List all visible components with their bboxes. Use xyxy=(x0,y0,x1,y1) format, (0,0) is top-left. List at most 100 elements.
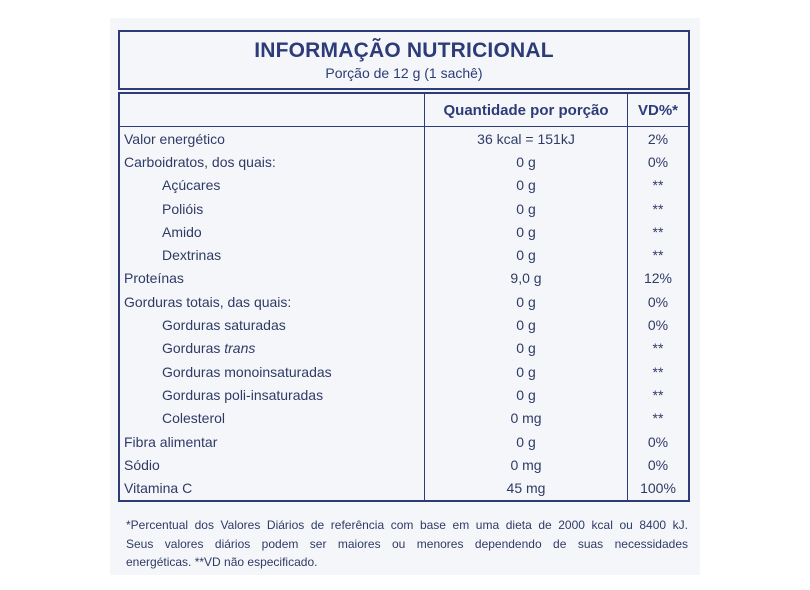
vd: 0% xyxy=(647,293,669,310)
nutrition-label: INFORMAÇÃO NUTRICIONAL Porção de 12 g (1… xyxy=(110,18,700,575)
nutrient-cell: Gorduras monoinsaturadas xyxy=(119,360,425,383)
vd-cell: ** xyxy=(627,220,689,244)
nutrient-name: Vitamina C xyxy=(124,480,193,497)
nutrient-name: Carboidratos, dos quais: xyxy=(124,153,276,170)
vd-cell: ** xyxy=(627,243,689,267)
vd: ** xyxy=(652,410,664,427)
nutrient-cell: Gorduras saturadas xyxy=(119,313,425,336)
nutrient-name: Valor energético xyxy=(124,130,225,147)
amount: 0 mg xyxy=(510,456,542,473)
table-row: Fibra alimentar 0 g 0% xyxy=(119,429,689,454)
table-row: Sódio 0 mg 0% xyxy=(119,453,689,477)
amount: 0 g xyxy=(516,247,536,264)
table-row: Gorduras totais, das quais: 0 g 0% xyxy=(119,290,689,314)
footnote-line: Seus valores diários podem ser maiores o… xyxy=(126,536,688,551)
table-row: Gorduras monoinsaturadas 0 g ** xyxy=(119,359,689,384)
amount: 9,0 g xyxy=(510,270,542,287)
amount-cell: 0 mg xyxy=(424,406,628,430)
nutrient-cell: Valor energético xyxy=(119,127,425,151)
amount-cell: 0 g xyxy=(424,336,628,360)
amount-cell: 0 g xyxy=(424,359,628,384)
nutrient-name: Gorduras saturadas xyxy=(162,317,286,334)
vd-cell: ** xyxy=(627,173,689,197)
amount: 45 mg xyxy=(506,480,546,497)
nutrient-cell: Gorduras poli-insaturadas xyxy=(119,383,425,406)
amount: 0 g xyxy=(516,317,536,334)
nutrient-name: Proteínas xyxy=(124,270,184,287)
vd-cell: ** xyxy=(627,383,689,407)
vd-cell: 0% xyxy=(627,453,689,477)
amount-cell: 0 g xyxy=(424,220,628,244)
nutrient-name: Fibra alimentar xyxy=(124,433,218,450)
nutrient-cell: Polióis xyxy=(119,197,425,220)
nutrient-name: Polióis xyxy=(162,200,204,217)
nutrient-cell: Carboidratos, dos quais: xyxy=(119,150,425,173)
vd: 0% xyxy=(647,456,669,473)
vd: ** xyxy=(652,200,664,217)
nutrient-name: Gorduras xyxy=(162,340,221,357)
amount-cell: 0 g xyxy=(424,173,628,197)
vd: ** xyxy=(652,247,664,264)
amount: 0 g xyxy=(516,386,536,403)
amount: 0 g xyxy=(516,223,536,240)
table-row: Vitamina C 45 mg 100% xyxy=(119,476,689,501)
nutrient-name: Gorduras monoinsaturadas xyxy=(162,363,332,380)
nutrient-name: Açúcares xyxy=(162,177,221,194)
title-box: INFORMAÇÃO NUTRICIONAL Porção de 12 g (1… xyxy=(118,30,690,90)
nutrition-table: Quantidade por porção VD%* Valor energétic… xyxy=(118,92,690,502)
vd: ** xyxy=(652,386,664,403)
nutrient-cell: Dextrinas xyxy=(119,243,425,266)
vd-cell: ** xyxy=(627,406,689,430)
table-row: Polióis 0 g ** xyxy=(119,196,689,221)
amount: 0 g xyxy=(516,200,536,217)
table-row: Açúcares 0 g ** xyxy=(119,173,689,197)
vd-cell: 0% xyxy=(627,429,689,454)
column-header xyxy=(119,93,425,127)
vd: 0% xyxy=(647,317,669,334)
table-row: Gorduras poli-insaturadas 0 g ** xyxy=(119,383,689,407)
table-row: Valor energético 36 kcal = 151kJ 2% xyxy=(119,126,689,151)
amount-cell: 9,0 g xyxy=(424,266,628,291)
table-row: Colesterol 0 mg ** xyxy=(119,406,689,430)
vd: ** xyxy=(652,223,664,240)
table-row: Gorduras trans 0 g ** xyxy=(119,336,689,360)
footnote: *Percentual dos Valores Diários de refer… xyxy=(126,516,688,572)
amount: 0 g xyxy=(516,153,536,170)
nutrient-cell: Gorduras totais, das quais: xyxy=(119,290,425,313)
vd-cell: 2% xyxy=(627,126,689,151)
vd-cell: 0% xyxy=(627,290,689,314)
amount: 36 kcal = 151kJ xyxy=(477,130,575,147)
vd-cell: 0% xyxy=(627,150,689,174)
column-header-text: VD%* xyxy=(637,101,678,119)
footnote-line: energéticas. **VD não especificado. xyxy=(126,555,318,569)
amount-cell: 0 mg xyxy=(424,453,628,477)
vd-cell: 100% xyxy=(627,476,689,501)
table-row: Amido 0 g ** xyxy=(119,220,689,244)
nutrient-cell: Fibra alimentar xyxy=(119,430,425,453)
nutrient-cell: Gorduras trans xyxy=(119,337,425,360)
nutrient-cell: Sódio xyxy=(119,453,425,476)
table-row: Carboidratos, dos quais: 0 g 0% xyxy=(119,150,689,174)
vd: 0% xyxy=(647,153,669,170)
amount-cell: 0 g xyxy=(424,383,628,407)
vd-cell: ** xyxy=(627,359,689,384)
amount-cell: 0 g xyxy=(424,150,628,174)
vd-cell: ** xyxy=(627,196,689,221)
vd: ** xyxy=(652,363,664,380)
nutrient-cell: Amido xyxy=(119,220,425,243)
subtitle: Porção de 12 g (1 sachê) xyxy=(325,65,483,81)
nutrient-name-italic: trans xyxy=(224,340,256,357)
column-header-text: Quantidade por porção xyxy=(443,101,609,119)
amount: 0 g xyxy=(516,363,536,380)
vd-cell: 12% xyxy=(627,266,689,291)
vd: ** xyxy=(652,177,664,194)
vd-cell: ** xyxy=(627,336,689,360)
amount-cell: 0 g xyxy=(424,429,628,454)
table-row: Dextrinas 0 g ** xyxy=(119,243,689,267)
vd: ** xyxy=(652,340,664,357)
vd: 12% xyxy=(643,270,673,287)
table-row: Proteínas 9,0 g 12% xyxy=(119,266,689,291)
nutrient-cell: Colesterol xyxy=(119,407,425,430)
vd: 100% xyxy=(640,480,676,497)
